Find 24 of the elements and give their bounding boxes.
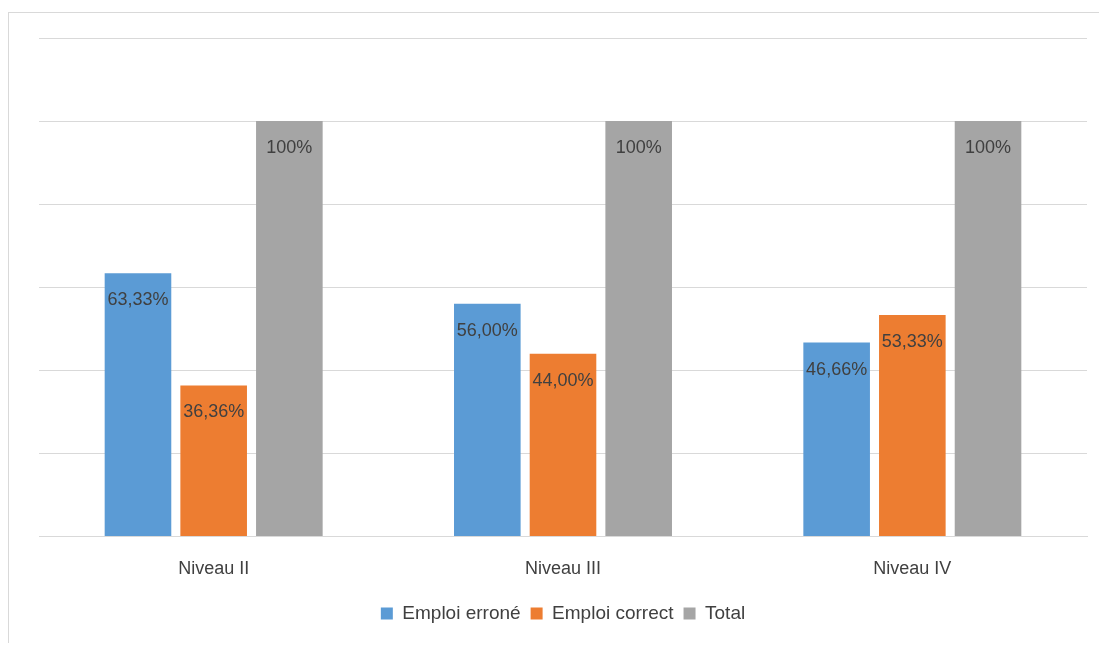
bar	[954, 121, 1022, 536]
data-label: 36,36%	[183, 401, 245, 422]
x-tick-label: Niveau III	[524, 558, 602, 579]
bar	[879, 314, 946, 536]
data-label: 100%	[615, 137, 662, 158]
data-label: 100%	[965, 137, 1012, 158]
data-label: 53,33%	[881, 330, 943, 351]
legend-label: Emploi erroné	[402, 601, 521, 623]
bar	[454, 303, 521, 536]
legend-label: Emploi correct	[552, 601, 675, 623]
x-tick-label: Niveau II	[178, 558, 250, 579]
data-label: 56,00%	[456, 319, 518, 340]
bar	[605, 121, 672, 536]
legend-label: Total	[705, 601, 746, 623]
bar	[803, 342, 870, 536]
data-label: 44,00%	[532, 369, 594, 390]
data-label: 46,66%	[806, 358, 868, 379]
bar	[256, 121, 323, 536]
bar	[180, 385, 247, 536]
bar	[104, 273, 172, 536]
data-label: 100%	[266, 137, 313, 158]
x-tick-label: Niveau IV	[873, 558, 952, 579]
bar	[529, 353, 597, 536]
data-label: 63,33%	[107, 289, 169, 310]
